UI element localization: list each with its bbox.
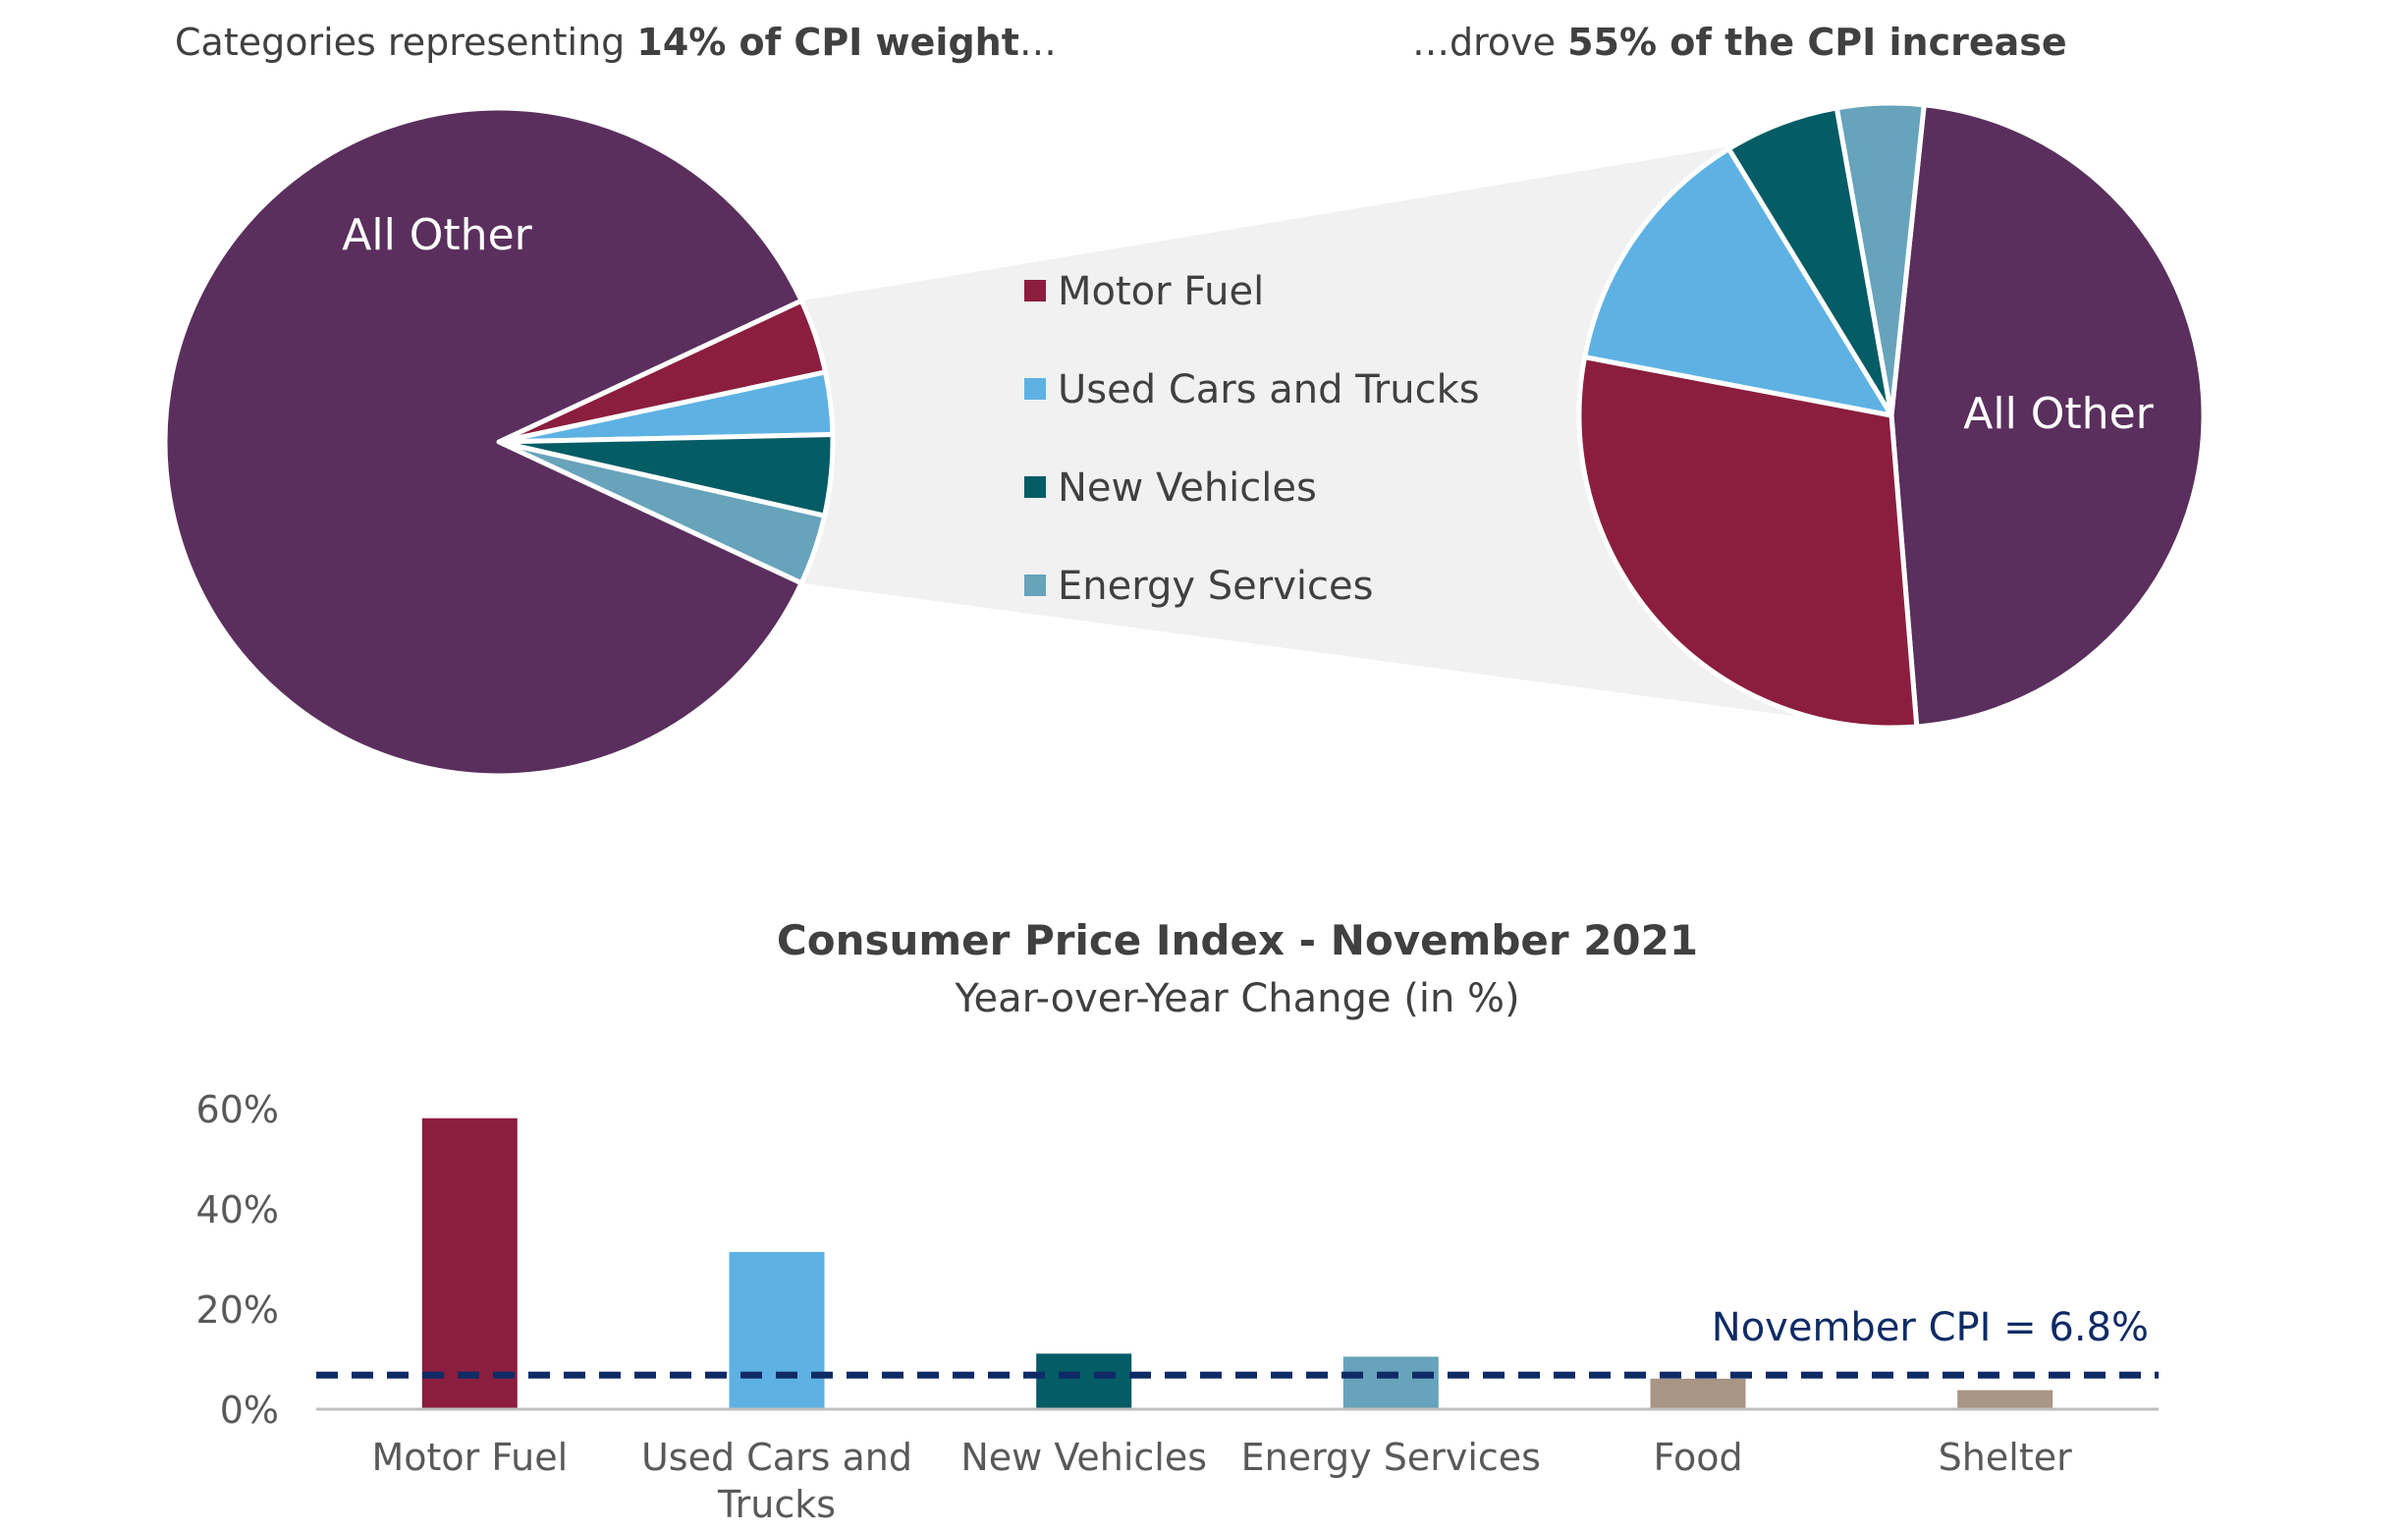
bar-chart-title: Consumer Price Index - November 2021: [777, 916, 1698, 964]
bar-shelter: [1957, 1390, 2053, 1409]
bar-new-vehicles: [1036, 1353, 1132, 1409]
right-pie-slice-motor-fuel: [1576, 355, 1920, 731]
x-tick-label-used-cars-and-trucks: Used Cars and Trucks: [641, 1436, 912, 1526]
x-tick-label-energy-services: Energy Services: [1241, 1436, 1541, 1479]
legend-label-energy-services: Energy Services: [1058, 564, 1373, 609]
right-pie-slice-energy-services: [1833, 100, 1927, 418]
left-header-bold: 14% of CPI weight: [636, 21, 1018, 64]
left-header-pre: Categories representing: [175, 21, 636, 64]
increase-pie: All Other: [1576, 100, 2207, 731]
x-tick-label-motor-fuel: Motor Fuel: [371, 1436, 568, 1479]
left-pie-header: Categories representing 14% of CPI weigh…: [175, 21, 1057, 64]
x-tick-label-food: Food: [1653, 1436, 1742, 1479]
y-tick-label-0: 0%: [220, 1389, 279, 1432]
cpi-reference-label: November CPI = 6.8%: [1712, 1305, 2149, 1350]
bar-chart-subtitle: Year-over-Year Change (in %): [954, 976, 1519, 1021]
y-tick-label-40: 40%: [196, 1188, 279, 1231]
bar-motor-fuel: [421, 1118, 518, 1409]
bar-food: [1650, 1378, 1746, 1409]
y-tick-label-20: 20%: [196, 1288, 279, 1332]
legend-swatch-new-vehicles: [1024, 476, 1046, 498]
right-header-pre: …drove: [1412, 21, 1567, 64]
right-pie-slice-used-cars-and-trucks: [1582, 146, 1894, 418]
legend-label-motor-fuel: Motor Fuel: [1058, 269, 1264, 314]
left-pie-slice-all-other: [162, 105, 804, 779]
legend-label-used-cars-and-trucks: Used Cars and Trucks: [1058, 367, 1480, 412]
left-header-post: …: [1019, 21, 1057, 64]
legend-label-new-vehicles: New Vehicles: [1058, 465, 1317, 511]
right-pie-slice-all-other: [1888, 102, 2207, 730]
right-header-bold: 55% of the CPI increase: [1567, 21, 2067, 64]
bar-energy-services: [1342, 1356, 1439, 1409]
legend: Motor Fuel Used Cars and Trucks New Vehicl…: [1024, 269, 1480, 609]
weight-pie: All Other: [162, 105, 836, 779]
bar-used-cars-and-trucks: [729, 1251, 825, 1409]
x-tick-label-new-vehicles: New Vehicles: [960, 1436, 1207, 1479]
bar-chart: 0% 20% 40% 60% Motor Fuel Used Cars and Trucks…: [196, 1088, 2159, 1526]
left-pie-label-all-other: All Other: [342, 210, 532, 260]
x-tick-label-shelter: Shelter: [1939, 1436, 2072, 1479]
legend-swatch-used-cars-and-trucks: [1024, 378, 1046, 400]
y-tick-label-60: 60%: [196, 1088, 279, 1131]
legend-swatch-motor-fuel: [1024, 280, 1046, 301]
legend-swatch-energy-services: [1024, 574, 1046, 596]
right-pie-label-all-other: All Other: [1963, 389, 2154, 439]
right-pie-header: …drove 55% of the CPI increase: [1412, 21, 2067, 64]
